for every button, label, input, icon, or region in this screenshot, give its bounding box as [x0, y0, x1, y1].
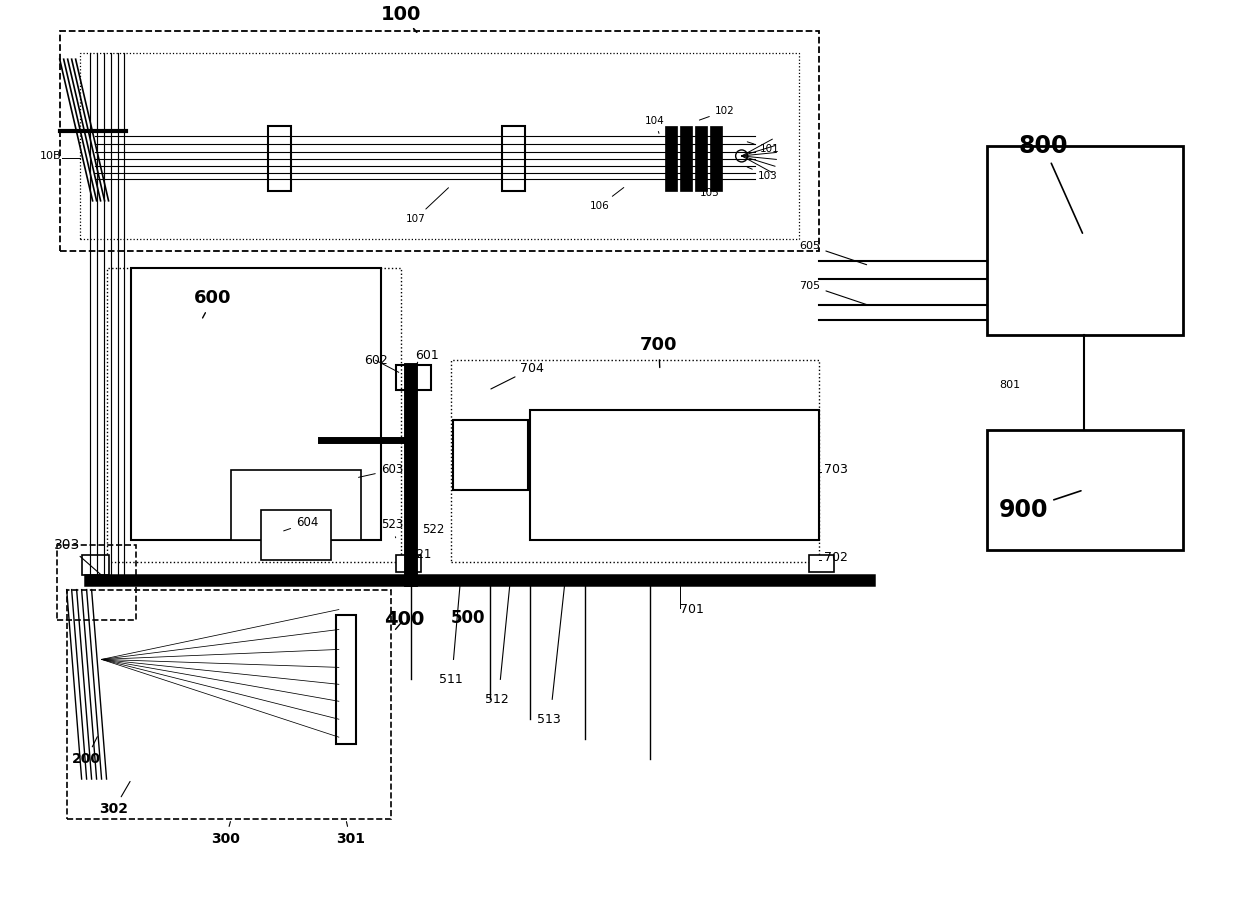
- Polygon shape: [131, 268, 381, 540]
- Text: 703: 703: [825, 463, 848, 476]
- Polygon shape: [336, 615, 356, 744]
- Text: 400: 400: [383, 610, 424, 629]
- Text: 103: 103: [748, 167, 777, 181]
- Text: 500: 500: [450, 608, 485, 627]
- Polygon shape: [231, 470, 361, 540]
- Text: 513: 513: [537, 713, 560, 725]
- Text: 702: 702: [825, 551, 848, 564]
- Text: 10B: 10B: [40, 151, 61, 161]
- Polygon shape: [987, 146, 1183, 335]
- Polygon shape: [810, 555, 835, 571]
- Text: 106: 106: [590, 187, 624, 210]
- Polygon shape: [502, 126, 526, 191]
- Text: 900: 900: [999, 491, 1081, 521]
- Text: 604: 604: [284, 516, 319, 531]
- Text: 200: 200: [72, 737, 100, 766]
- Text: 600: 600: [195, 290, 232, 318]
- Polygon shape: [396, 366, 430, 390]
- Text: 605: 605: [800, 241, 867, 265]
- Polygon shape: [694, 126, 707, 191]
- Text: 100: 100: [381, 5, 422, 32]
- Text: 302: 302: [99, 782, 130, 816]
- Polygon shape: [680, 126, 692, 191]
- Text: 105: 105: [699, 182, 719, 198]
- Text: 602: 602: [363, 354, 388, 366]
- Text: 601: 601: [415, 349, 439, 362]
- Text: 704: 704: [491, 362, 544, 389]
- Text: 301: 301: [336, 821, 365, 845]
- Text: 701: 701: [680, 603, 703, 616]
- Text: 800: 800: [1019, 134, 1083, 234]
- Text: 700: 700: [640, 336, 677, 367]
- Polygon shape: [709, 126, 722, 191]
- Polygon shape: [531, 410, 820, 540]
- Polygon shape: [82, 555, 109, 575]
- Text: 801: 801: [999, 380, 1021, 390]
- Polygon shape: [262, 509, 331, 559]
- Polygon shape: [987, 430, 1183, 550]
- Text: 511: 511: [439, 673, 463, 686]
- Text: 603: 603: [358, 463, 403, 477]
- Text: 705: 705: [800, 281, 867, 305]
- Text: 522: 522: [423, 523, 445, 536]
- Text: 303: 303: [53, 538, 104, 578]
- Polygon shape: [665, 126, 677, 191]
- Text: 300: 300: [211, 821, 241, 845]
- Polygon shape: [268, 126, 291, 191]
- Text: 512: 512: [485, 693, 510, 706]
- Polygon shape: [453, 420, 528, 490]
- Text: 107: 107: [405, 187, 449, 223]
- Text: 523: 523: [381, 519, 403, 538]
- Polygon shape: [396, 555, 420, 571]
- Text: 102: 102: [699, 106, 734, 120]
- Text: 101: 101: [748, 142, 779, 154]
- Text: 521: 521: [409, 548, 432, 561]
- Text: 104: 104: [645, 116, 665, 133]
